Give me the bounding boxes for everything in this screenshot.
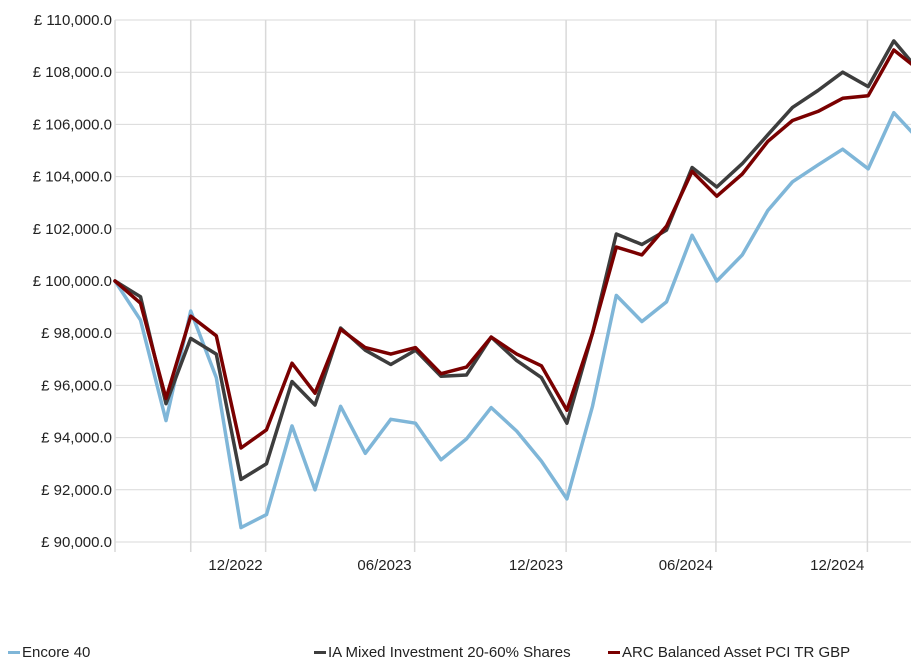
legend-item-encore-40: Encore 40 <box>8 644 90 661</box>
y-tick-label: £ 104,000.0 <box>33 169 112 186</box>
y-axis-ticks: £ 90,000.0 £ 92,000.0 £ 94,000.0 £ 96,000.0… <box>33 12 112 551</box>
legend-item-arc-balanced: ARC Balanced Asset PCI TR GBP <box>608 644 850 661</box>
y-tick-label: £ 106,000.0 <box>33 116 112 133</box>
y-tick-label: £ 100,000.0 <box>33 273 112 290</box>
legend-swatch-encore-40 <box>8 651 20 654</box>
gridlines <box>114 19 911 552</box>
x-tick-label: 12/2023 <box>509 557 563 574</box>
x-tick-label: 12/2022 <box>208 557 262 574</box>
legend-label-ia-mixed: IA Mixed Investment 20-60% Shares <box>328 644 571 661</box>
legend-swatch-ia-mixed <box>314 651 326 654</box>
x-tick-label: 12/2024 <box>810 557 864 574</box>
y-tick-label: £ 96,000.0 <box>41 377 112 394</box>
series-line-2 <box>113 48 911 450</box>
x-axis-ticks: 12/2022 06/2023 12/2023 06/2024 12/2024 <box>208 557 864 574</box>
legend-label-encore-40: Encore 40 <box>22 644 91 661</box>
y-tick-label: £ 92,000.0 <box>41 482 112 499</box>
y-tick-label: £ 110,000.0 <box>34 12 112 29</box>
x-tick-label: 06/2024 <box>659 557 713 574</box>
legend-label-arc-balanced: ARC Balanced Asset PCI TR GBP <box>622 644 851 661</box>
series-line-0 <box>113 110 911 530</box>
series-line-1 <box>113 39 911 482</box>
y-tick-label: £ 98,000.0 <box>41 325 112 342</box>
y-tick-label: £ 94,000.0 <box>41 430 112 447</box>
legend: Encore 40 IA Mixed Investment 20-60% Sha… <box>0 644 911 664</box>
y-tick-label: £ 90,000.0 <box>41 534 112 551</box>
series-lines <box>113 39 911 530</box>
y-tick-label: £ 102,000.0 <box>33 221 112 238</box>
x-tick-label: 06/2023 <box>357 557 411 574</box>
legend-item-ia-mixed: IA Mixed Investment 20-60% Shares <box>314 644 571 661</box>
y-tick-label: £ 108,000.0 <box>33 64 112 81</box>
legend-swatch-arc-balanced <box>608 651 620 654</box>
